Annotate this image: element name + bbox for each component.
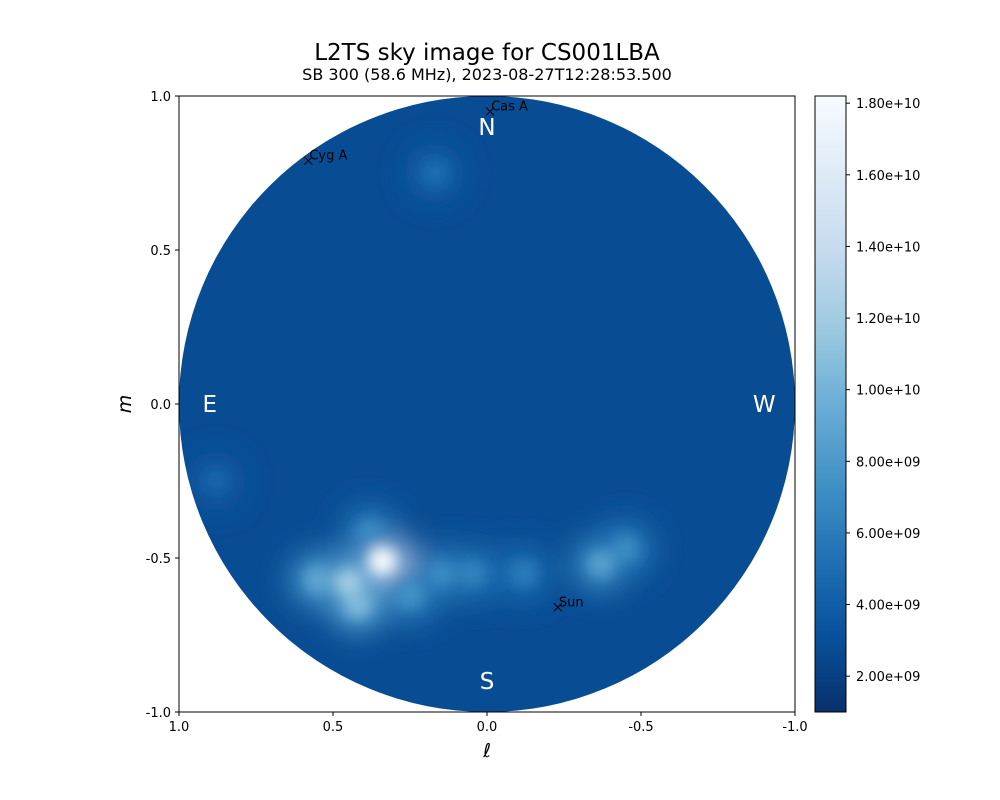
colorbar-tick-label: 6.00e+09 <box>856 527 920 542</box>
emission-core-5 <box>396 580 424 609</box>
source-label-cas-a: Cas A <box>491 99 528 114</box>
y-tick-label: 0.5 <box>150 244 171 259</box>
emission-core-7 <box>457 559 486 588</box>
x-axis-label: ℓ <box>482 740 491 762</box>
emission-core-11 <box>420 159 449 187</box>
colorbar-gradient <box>814 95 847 713</box>
sky-background <box>179 96 795 712</box>
y-tick-label: 0.0 <box>150 398 171 413</box>
chart-subtitle: SB 300 (58.6 MHz), 2023-08-27T12:28:53.5… <box>302 65 672 84</box>
x-axis-ticks: 1.0 0.5 0.0 -0.5 -1.0 <box>169 712 808 735</box>
emission-core-10 <box>611 534 640 563</box>
x-tick-label: -1.0 <box>782 720 807 735</box>
compass-E: E <box>203 392 218 418</box>
colorbar-tick-label: 2.00e+09 <box>856 670 920 685</box>
colorbar-tick-label: 8.00e+09 <box>856 455 920 470</box>
x-tick-label: 1.0 <box>169 720 190 735</box>
emission-cores <box>201 159 640 619</box>
colorbar-tick-label: 1.40e+10 <box>856 240 920 255</box>
source-marker-cyg-a <box>304 156 313 166</box>
y-axis-label: m <box>114 395 136 414</box>
y-tick-label: -1.0 <box>146 706 171 721</box>
colorbar-tick-label: 1.60e+10 <box>856 169 920 184</box>
x-tick-label: 0.0 <box>477 720 498 735</box>
compass-S: S <box>480 669 495 695</box>
source-marker-sun <box>553 602 563 612</box>
source-label-cyg-a: Cyg A <box>309 149 347 164</box>
y-tick-label: 1.0 <box>150 90 171 105</box>
emission-core-3 <box>303 565 332 594</box>
colorbar-tick-label: 1.80e+10 <box>856 97 920 112</box>
colorbar-ticks: 2.00e+09 4.00e+09 6.00e+09 8.00e+09 1.00e+10… <box>846 97 920 685</box>
source-label-sun: Sun <box>559 595 584 610</box>
x-tick-label: -0.5 <box>628 720 653 735</box>
colorbar-tick-label: 1.00e+10 <box>856 384 920 399</box>
emission-core-12 <box>201 467 230 495</box>
chart-title: L2TS sky image for CS001LBA <box>314 40 660 66</box>
compass-W: W <box>753 392 776 418</box>
emission-core-6 <box>426 559 455 588</box>
x-tick-label: 0.5 <box>323 720 344 735</box>
emission-core-8 <box>509 559 538 588</box>
emission-core-4 <box>355 519 384 548</box>
emission-core-2 <box>343 590 372 619</box>
y-axis-ticks: 1.0 0.5 0.0 -0.5 -1.0 <box>146 90 179 721</box>
source-marker-cas-a <box>485 107 495 116</box>
compass-labels: N S E W <box>203 115 776 695</box>
compass-N: N <box>478 115 495 141</box>
emission-core-9 <box>586 550 615 579</box>
colorbar: 2.00e+09 4.00e+09 6.00e+09 8.00e+09 1.00e+10… <box>814 95 920 713</box>
y-tick-label: -0.5 <box>146 552 171 567</box>
emission-core-0 <box>368 547 397 576</box>
emission-core-1 <box>334 568 363 597</box>
sky-emission-layer <box>185 143 656 635</box>
source-markers: Cas A Cyg A Sun <box>304 99 584 612</box>
sky-disk <box>179 96 795 712</box>
colorbar-tick-label: 4.00e+09 <box>856 599 920 614</box>
colorbar-tick-label: 1.20e+10 <box>856 312 920 327</box>
